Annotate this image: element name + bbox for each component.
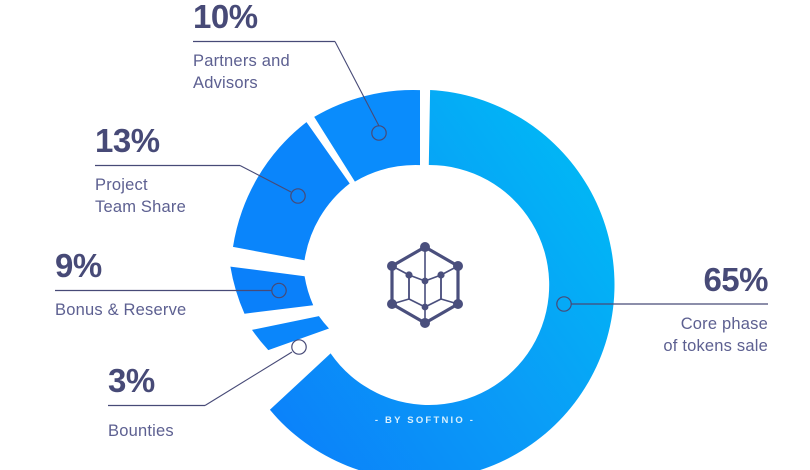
callout-bounties-percent: 3% [108, 362, 155, 399]
callout-project-team-share: 13% Project Team Share [95, 122, 306, 216]
softnio-hexagon-node-logo [387, 242, 463, 328]
callout-partners-advisors: 10% Partners and Advisors [193, 0, 387, 141]
callout-partners-label-line2: Advisors [193, 74, 258, 92]
callout-core-percent: 65% [703, 261, 768, 298]
callout-team-label-line1: Project [95, 176, 148, 194]
donut-segments [230, 89, 615, 470]
callout-team-marker[interactable] [290, 188, 306, 204]
callout-bonus-marker[interactable] [271, 282, 287, 299]
callout-team-label-line2: Team Share [95, 198, 186, 216]
callout-core-label-line2: of tokens sale [663, 337, 768, 355]
callout-partners-marker[interactable] [371, 125, 387, 141]
callout-core-label-line1: Core phase [681, 315, 768, 333]
callout-core-phase: 65% Core phase of tokens sale [556, 261, 769, 355]
callout-bonus-reserve: 9% Bonus & Reserve [55, 247, 287, 319]
callout-bounties: 3% Bounties [108, 339, 307, 440]
callout-bounties-marker[interactable] [291, 339, 307, 355]
callout-team-percent: 13% [95, 122, 160, 159]
slice-project-team-share[interactable] [233, 122, 350, 261]
softnio-credit-text: - BY SOFTNIO - [375, 415, 475, 426]
callout-bonus-percent: 9% [55, 247, 102, 284]
callout-partners-leader [334, 41, 380, 127]
callout-bounties-leader [204, 351, 293, 406]
slice-core-phase[interactable] [269, 90, 615, 470]
slice-bounties[interactable] [252, 316, 329, 351]
callout-partners-percent: 10% [193, 0, 258, 35]
callout-bounties-label-line1: Bounties [108, 422, 174, 440]
callout-team-leader [239, 165, 292, 193]
callout-partners-label-line1: Partners and [193, 52, 290, 70]
slice-partners-advisors[interactable] [314, 89, 420, 182]
callout-bonus-label-line1: Bonus & Reserve [55, 301, 186, 319]
